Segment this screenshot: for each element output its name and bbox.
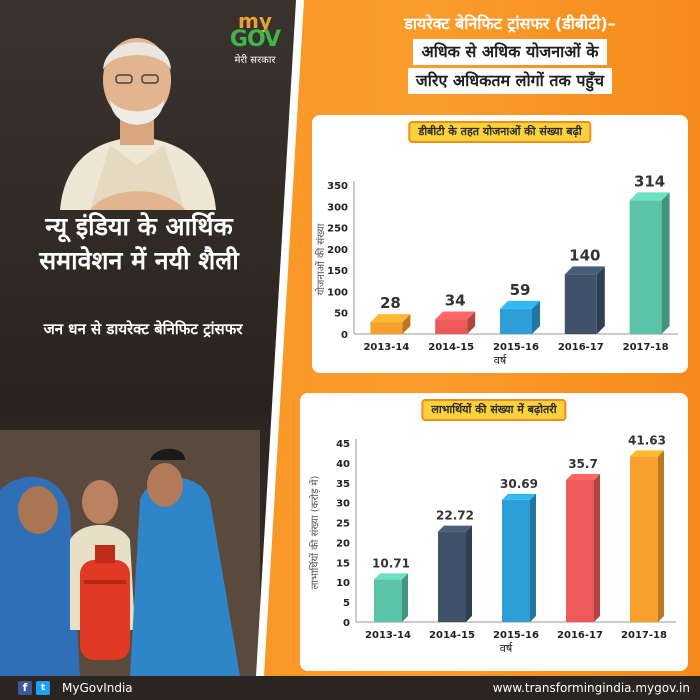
bar-2013-14	[370, 322, 403, 334]
bar-2015-16	[502, 499, 530, 622]
bar-side-2015-16	[530, 493, 536, 622]
title-line-1: डायरेक्ट बेनिफिट ट्रांसफर (डीबीटी)–	[404, 14, 616, 33]
x-tick-label: 2016-17	[558, 342, 604, 353]
y-tick-label: 30	[336, 499, 350, 510]
logo-gov: GOV	[229, 27, 281, 52]
value-label: 22.72	[436, 509, 474, 523]
beneficiaries-chart-panel: लाभार्थियों की संख्या में बढ़ोतरी 0 5 10 15…	[300, 393, 688, 671]
bar-top-2013-14	[370, 314, 411, 323]
bar-2016-17	[564, 274, 597, 334]
bar-side-2017-18	[658, 450, 664, 622]
bar-top-2017-18	[630, 450, 664, 457]
y-tick-label: 10	[336, 578, 350, 589]
y-axis-label: योजनाओं की संख्या	[315, 223, 327, 295]
schemes-chart: 0 50 100 150 200 250 300 350 योजनाओं की संख्या 28…	[315, 172, 678, 367]
social-handle[interactable]: MyGovIndia	[62, 681, 133, 695]
y-tick-label: 250	[327, 224, 348, 235]
y-tick-label: 45	[336, 439, 350, 450]
bar-top-2014-15	[435, 311, 476, 320]
bar-2016-17	[566, 479, 594, 622]
title-line-2: अधिक से अधिक योजनाओं के	[413, 39, 607, 65]
value-label: 59	[510, 281, 531, 299]
x-axis-label: वर्ष	[500, 642, 513, 655]
page-title: डायरेक्ट बेनिफिट ट्रांसफर (डीबीटी)– अधिक…	[330, 12, 690, 94]
x-tick-label: 2015-16	[493, 630, 539, 641]
value-label: 140	[569, 246, 600, 264]
bar-side-2016-17	[596, 266, 605, 334]
y-tick-label: 350	[327, 181, 348, 192]
left-panel: my GOV मेरी सरकार न्यू इंडिया के आर्थिक …	[0, 0, 300, 676]
bar-side-2014-15	[466, 525, 472, 622]
bar-2013-14	[374, 579, 402, 622]
bar-top-2015-16	[500, 300, 540, 309]
x-tick-label: 2014-15	[428, 342, 474, 353]
x-tick-label: 2013-14	[363, 342, 409, 353]
title-line-3: जरिए अधिकतम लोगों तक पहुँच	[407, 68, 613, 94]
y-tick-label: 15	[336, 558, 350, 569]
x-tick-label: 2017-18	[623, 342, 669, 353]
value-label: 35.7	[568, 457, 598, 471]
bar-top-2017-18	[629, 192, 670, 201]
logo-tagline: मेरी सरकार	[234, 55, 276, 66]
left-headline: न्यू इंडिया के आर्थिक समावेशन में नयी शै…	[39, 212, 239, 275]
y-tick-label: 150	[327, 266, 348, 277]
x-tick-label: 2013-14	[365, 630, 411, 641]
y-tick-label: 50	[334, 309, 348, 320]
y-tick-label: 35	[336, 479, 350, 490]
y-tick-label: 5	[343, 598, 350, 609]
value-label: 34	[445, 292, 466, 310]
bar-side-2015-16	[532, 300, 540, 334]
x-tick-label: 2016-17	[557, 630, 603, 641]
value-label: 10.71	[372, 556, 410, 570]
bar-2014-15	[438, 531, 466, 622]
value-label: 41.63	[628, 433, 666, 447]
bar-top-2016-17	[566, 473, 600, 480]
bar-side-2016-17	[594, 473, 600, 622]
y-tick-label: 0	[341, 330, 348, 341]
value-label: 314	[634, 172, 665, 190]
beneficiaries-chart-title: लाभार्थियों की संख्या में बढ़ोतरी	[421, 399, 567, 421]
x-tick-label: 2015-16	[493, 342, 539, 353]
beneficiaries-chart: 0 5 10 15 20 25 30 35 40 45 लाभार्थियों की संख्या …	[309, 433, 676, 655]
x-axis-label: वर्ष	[494, 354, 507, 367]
y-tick-label: 100	[327, 287, 348, 298]
bar-top-2015-16	[502, 493, 536, 500]
x-tick-label: 2017-18	[621, 630, 667, 641]
bar-2017-18	[630, 456, 658, 622]
facebook-icon[interactable]: f	[18, 681, 32, 695]
y-tick-label: 20	[336, 538, 350, 549]
bar-2017-18	[629, 200, 662, 334]
bar-top-2014-15	[438, 525, 472, 532]
y-tick-label: 300	[327, 202, 348, 213]
bar-side-2013-14	[402, 573, 408, 622]
footer: f t MyGovIndia www.transformingindia.myg…	[0, 676, 700, 700]
family-illustration	[0, 430, 260, 676]
website-link[interactable]: www.transformingindia.mygov.in	[492, 681, 690, 695]
bar-top-2013-14	[374, 573, 408, 580]
schemes-chart-title: डीबीटी के तहत योजनाओं की संख्या बढ़ी	[408, 121, 592, 143]
logo-my: my	[238, 9, 272, 33]
left-subheadline: जन धन से डायरेक्ट बेनिफिट ट्रांसफर	[43, 320, 243, 338]
twitter-icon[interactable]: t	[36, 681, 50, 695]
schemes-chart-panel: डीबीटी के तहत योजनाओं की संख्या बढ़ी 0 50…	[312, 115, 688, 373]
bar-side-2013-14	[402, 314, 411, 334]
mygov-logo: my GOV मेरी सरकार	[222, 9, 288, 66]
bar-top-2016-17	[564, 266, 605, 275]
x-tick-label: 2014-15	[429, 630, 475, 641]
portrait-illustration	[60, 38, 216, 210]
y-tick-label: 40	[336, 459, 350, 470]
y-tick-label: 200	[327, 245, 348, 256]
bar-side-2014-15	[467, 311, 476, 334]
value-label: 28	[380, 294, 401, 312]
bar-2014-15	[435, 319, 468, 334]
bar-side-2017-18	[661, 192, 670, 334]
y-tick-label: 0	[343, 618, 350, 629]
bar-2015-16	[500, 308, 532, 334]
y-axis-label: लाभार्थियों की संख्या (करोड़ में)	[309, 475, 321, 589]
value-label: 30.69	[500, 477, 538, 491]
y-tick-label: 25	[336, 519, 350, 530]
